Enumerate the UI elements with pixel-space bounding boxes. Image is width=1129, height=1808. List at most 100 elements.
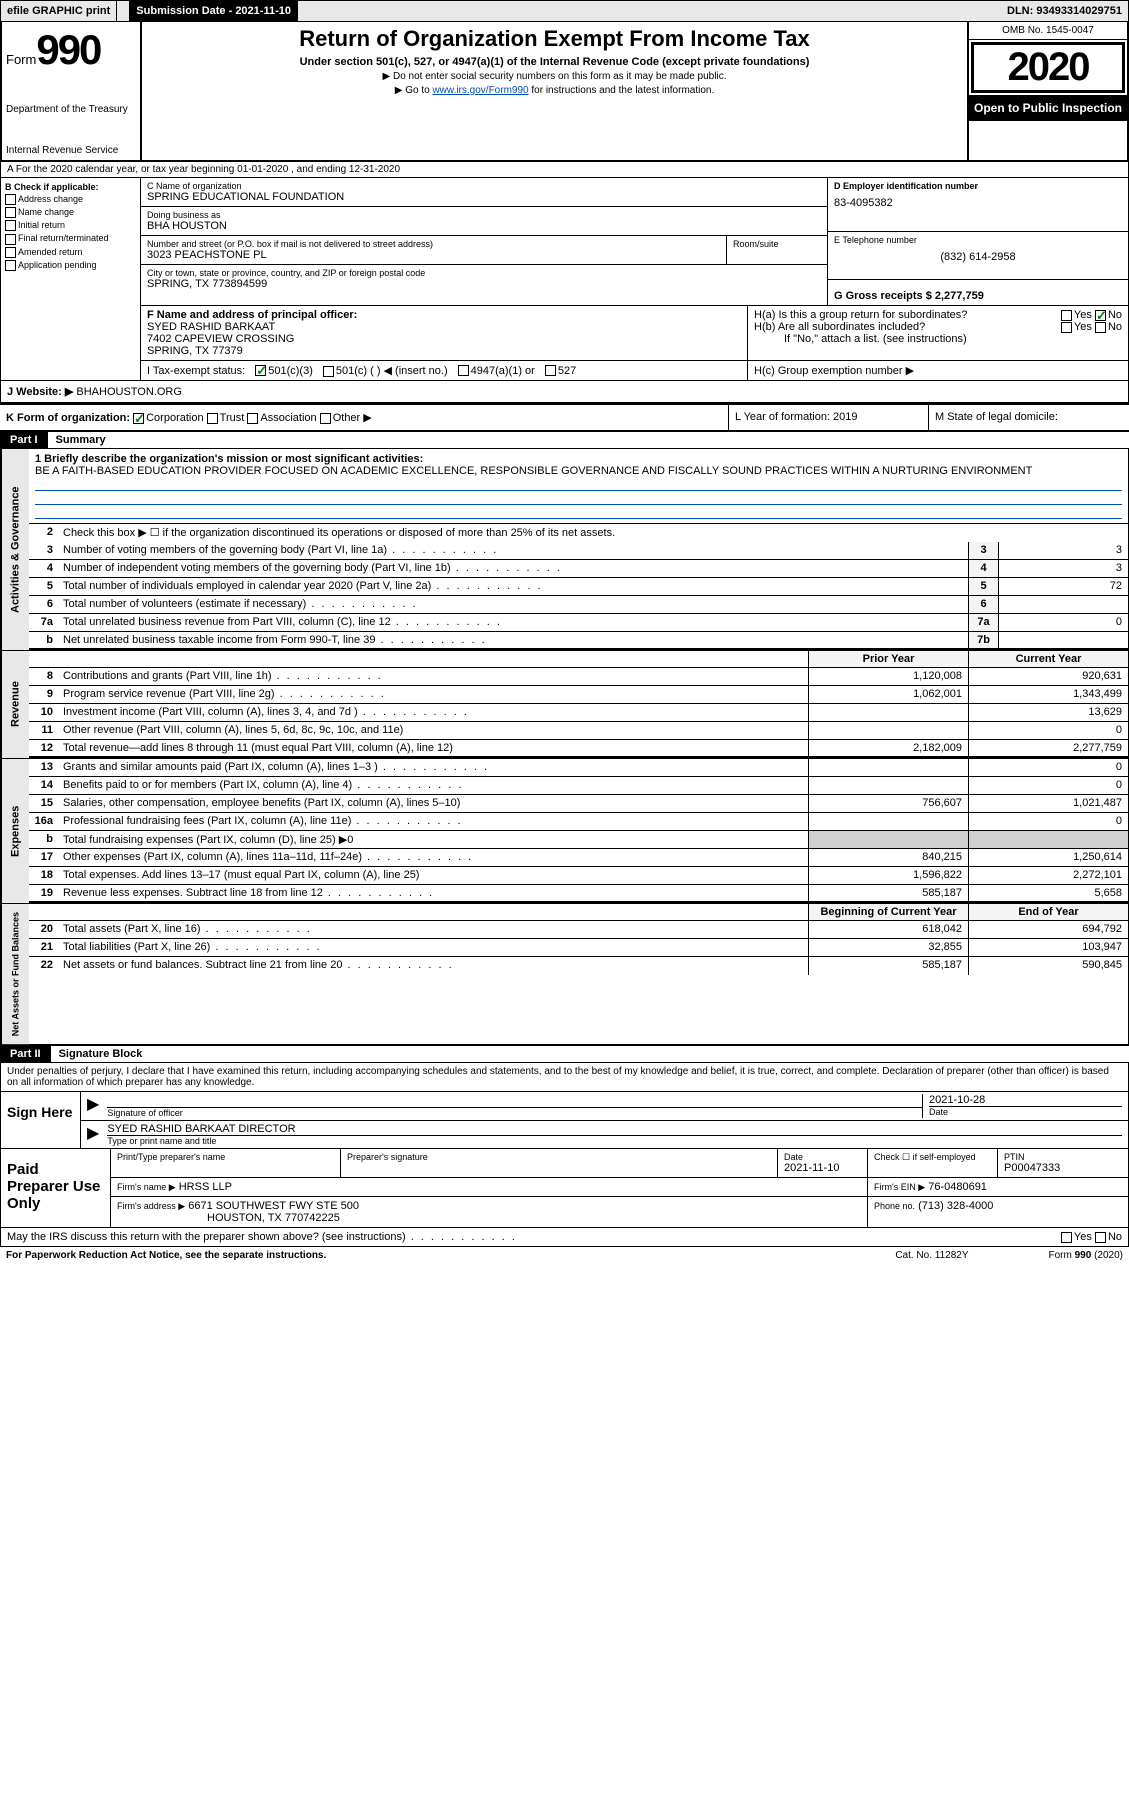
phone-label: E Telephone number bbox=[834, 235, 1122, 245]
discuss-yn: Yes No bbox=[1061, 1231, 1122, 1243]
prep-label: Paid Preparer Use Only bbox=[1, 1149, 111, 1227]
chk-address[interactable]: Address change bbox=[5, 194, 136, 205]
efile-label[interactable]: efile GRAPHIC print bbox=[1, 1, 117, 21]
l4-box: 4 bbox=[968, 560, 998, 577]
header-center: Return of Organization Exempt From Incom… bbox=[142, 22, 967, 160]
col-b-label: B Check if applicable: bbox=[5, 182, 136, 192]
submission-spacer bbox=[117, 1, 130, 21]
chk-initial[interactable]: Initial return bbox=[5, 220, 136, 231]
chk-corp[interactable]: Corporation bbox=[133, 412, 203, 424]
arrow-icon: ▶ bbox=[87, 1094, 99, 1118]
sig-date: 2021-10-28 bbox=[929, 1094, 1122, 1107]
city-cell: City or town, state or province, country… bbox=[141, 265, 827, 293]
line-9: 9Program service revenue (Part VIII, lin… bbox=[29, 686, 1128, 704]
line-7a: 7a Total unrelated business revenue from… bbox=[29, 614, 1128, 632]
line-15: 15Salaries, other compensation, employee… bbox=[29, 795, 1128, 813]
chk-final[interactable]: Final return/terminated bbox=[5, 233, 136, 244]
l7b-num: b bbox=[29, 632, 59, 648]
officer-row: F Name and address of principal officer:… bbox=[141, 305, 1128, 360]
l6-desc: Total number of volunteers (estimate if … bbox=[59, 596, 968, 613]
addr-row: Number and street (or P.O. box if mail i… bbox=[141, 236, 827, 265]
l5-desc: Total number of individuals employed in … bbox=[59, 578, 968, 595]
chk-other[interactable]: Other ▶ bbox=[320, 412, 372, 424]
line-16b: bTotal fundraising expenses (Part IX, co… bbox=[29, 831, 1128, 849]
officer-label: F Name and address of principal officer: bbox=[147, 309, 741, 321]
note2-post: for instructions and the latest informat… bbox=[529, 85, 715, 96]
part2-header: Part II Signature Block bbox=[0, 1046, 1129, 1063]
spacer bbox=[29, 904, 808, 920]
chk-527[interactable]: 527 bbox=[545, 365, 576, 377]
l4-val: 3 bbox=[998, 560, 1128, 577]
chk-501c3[interactable]: 501(c)(3) bbox=[255, 365, 313, 377]
chk-assoc[interactable]: Association bbox=[247, 412, 316, 424]
l7b-desc: Net unrelated business taxable income fr… bbox=[59, 632, 968, 648]
discuss-row: May the IRS discuss this return with the… bbox=[0, 1228, 1129, 1247]
sidebar-gov: Activities & Governance bbox=[1, 449, 29, 650]
status-left: I Tax-exempt status: 501(c)(3) 501(c) ( … bbox=[141, 361, 748, 380]
firm-addr: Firm's address ▶ 6671 SOUTHWEST FWY STE … bbox=[111, 1197, 868, 1227]
sig-name-label: Type or print name and title bbox=[107, 1136, 1122, 1146]
spacer bbox=[29, 651, 808, 667]
rule1 bbox=[35, 477, 1122, 491]
open-inspection: Open to Public Inspection bbox=[969, 95, 1127, 121]
h-c: H(c) Group exemption number ▶ bbox=[748, 361, 1128, 380]
l6-box: 6 bbox=[968, 596, 998, 613]
line-2: 2 Check this box ▶ ☐ if the organization… bbox=[29, 524, 1128, 542]
chk-4947[interactable]: 4947(a)(1) or bbox=[458, 365, 535, 377]
sig-name-line: ▶ SYED RASHID BARKAAT DIRECTOR Type or p… bbox=[81, 1121, 1128, 1148]
chk-pending[interactable]: Application pending bbox=[5, 260, 136, 271]
prep-row-1: Print/Type preparer's name Preparer's si… bbox=[111, 1149, 1128, 1178]
l4-desc: Number of independent voting members of … bbox=[59, 560, 968, 577]
ein-cell: D Employer identification number 83-4095… bbox=[828, 178, 1128, 232]
phone-value: (832) 614-2958 bbox=[834, 251, 1122, 263]
h-b: H(b) Are all subordinates included? Yes … bbox=[754, 321, 1122, 333]
form-subtitle: Under section 501(c), 527, or 4947(a)(1)… bbox=[150, 56, 959, 68]
form-title: Return of Organization Exempt From Incom… bbox=[150, 26, 959, 52]
line-5: 5 Total number of individuals employed i… bbox=[29, 578, 1128, 596]
part1-tab: Part I bbox=[0, 432, 48, 448]
sig-of-label: Signature of officer bbox=[107, 1108, 922, 1118]
website-label: J Website: ▶ bbox=[7, 386, 73, 398]
l3-val: 3 bbox=[998, 542, 1128, 559]
discuss-text: May the IRS discuss this return with the… bbox=[7, 1231, 1061, 1243]
net-header: Beginning of Current Year End of Year bbox=[29, 904, 1128, 921]
l4-num: 4 bbox=[29, 560, 59, 577]
chk-name[interactable]: Name change bbox=[5, 207, 136, 218]
h-b-note: If "No," attach a list. (see instruction… bbox=[754, 333, 1122, 345]
line-12: 12Total revenue—add lines 8 through 11 (… bbox=[29, 740, 1128, 758]
org-label: C Name of organization bbox=[147, 181, 821, 191]
ein-label: D Employer identification number bbox=[834, 181, 1122, 191]
street-cell: Number and street (or P.O. box if mail i… bbox=[141, 236, 727, 264]
rev-header: Prior Year Current Year bbox=[29, 651, 1128, 668]
mission-box: 1 Briefly describe the organization's mi… bbox=[29, 449, 1128, 524]
omb: OMB No. 1545-0047 bbox=[969, 22, 1127, 40]
line-21: 21Total liabilities (Part X, line 26)32,… bbox=[29, 939, 1128, 957]
net-section: Net Assets or Fund Balances Beginning of… bbox=[0, 904, 1129, 1046]
rule3 bbox=[35, 505, 1122, 519]
street-label: Number and street (or P.O. box if mail i… bbox=[147, 239, 720, 249]
arrow-icon: ▶ bbox=[87, 1123, 99, 1146]
dba-label: Doing business as bbox=[147, 210, 821, 220]
irs: Internal Revenue Service bbox=[6, 145, 136, 156]
m-cell: M State of legal domicile: bbox=[929, 405, 1129, 430]
chk-trust[interactable]: Trust bbox=[207, 412, 245, 424]
irs-link[interactable]: www.irs.gov/Form990 bbox=[432, 85, 528, 96]
row-a: A For the 2020 calendar year, or tax yea… bbox=[0, 162, 1129, 178]
room-label: Room/suite bbox=[733, 239, 821, 249]
line-18: 18Total expenses. Add lines 13–17 (must … bbox=[29, 867, 1128, 885]
l3-desc: Number of voting members of the governin… bbox=[59, 542, 968, 559]
chk-amended[interactable]: Amended return bbox=[5, 247, 136, 258]
part1-header: Part I Summary bbox=[0, 432, 1129, 449]
line-20: 20Total assets (Part X, line 16)618,0426… bbox=[29, 921, 1128, 939]
officer-addr2: SPRING, TX 77379 bbox=[147, 345, 741, 357]
prep-section: Paid Preparer Use Only Print/Type prepar… bbox=[0, 1149, 1129, 1228]
sig-date-cell: 2021-10-28 Date bbox=[922, 1094, 1122, 1118]
line-7b: b Net unrelated business taxable income … bbox=[29, 632, 1128, 650]
l-cell: L Year of formation: 2019 bbox=[729, 405, 929, 430]
h-a: H(a) Is this a group return for subordin… bbox=[754, 309, 1122, 321]
prep-ptin: PTINP00047333 bbox=[998, 1149, 1128, 1177]
line-6: 6 Total number of volunteers (estimate i… bbox=[29, 596, 1128, 614]
l2-num: 2 bbox=[29, 524, 59, 542]
dba-value: BHA HOUSTON bbox=[147, 220, 821, 232]
chk-501c[interactable]: 501(c) ( ) ◀ (insert no.) bbox=[323, 364, 448, 377]
